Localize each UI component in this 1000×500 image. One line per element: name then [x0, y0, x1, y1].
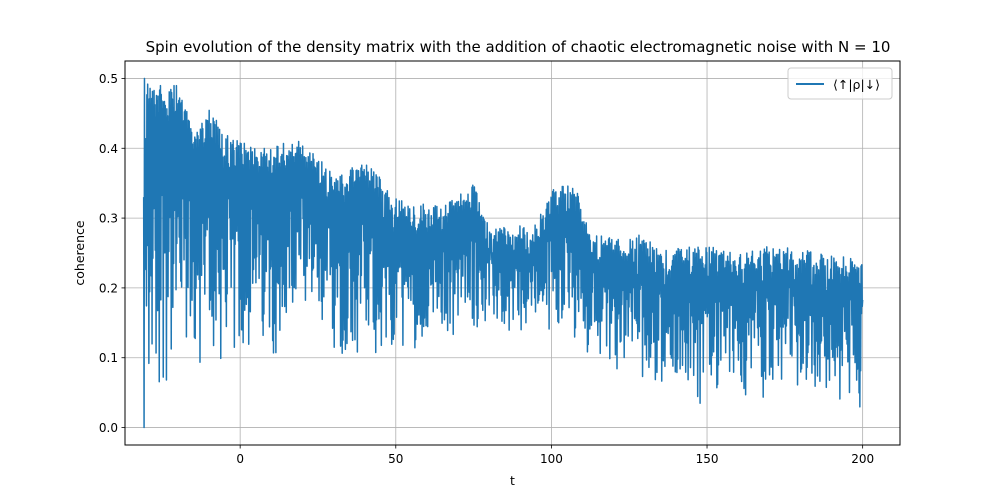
- legend: ⟨↑|ρ|↓⟩: [787, 67, 893, 100]
- y-tick-label: 0.0: [99, 421, 118, 435]
- coherence-series-line: [142, 77, 864, 429]
- legend-label: ⟨↑|ρ|↓⟩: [833, 77, 880, 92]
- y-tick-label: 0.5: [99, 72, 118, 86]
- y-tick-label: 0.2: [99, 281, 118, 295]
- x-tick-label: 50: [388, 452, 403, 466]
- x-tick-label: 150: [696, 452, 719, 466]
- x-tick-label: 100: [540, 452, 563, 466]
- y-tick-label: 0.1: [99, 351, 118, 365]
- axes-frame: [124, 60, 901, 446]
- x-tick-label: 0: [236, 452, 244, 466]
- ticks: 0 50 100 150 200 0.0 0.1 0.2 0.3 0.4 0.5: [99, 72, 874, 466]
- legend-box: [787, 67, 893, 100]
- y-axis-label: coherence: [72, 220, 87, 285]
- y-tick-label: 0.3: [99, 212, 118, 226]
- plot-area: 0 50 100 150 200 0.0 0.1 0.2 0.3 0.4 0.5: [99, 60, 901, 466]
- y-tick-label: 0.4: [99, 142, 118, 156]
- x-axis-label: t: [510, 473, 515, 488]
- chart-title: Spin evolution of the density matrix wit…: [146, 38, 891, 56]
- series-layer: [142, 77, 864, 429]
- x-tick-label: 200: [851, 452, 874, 466]
